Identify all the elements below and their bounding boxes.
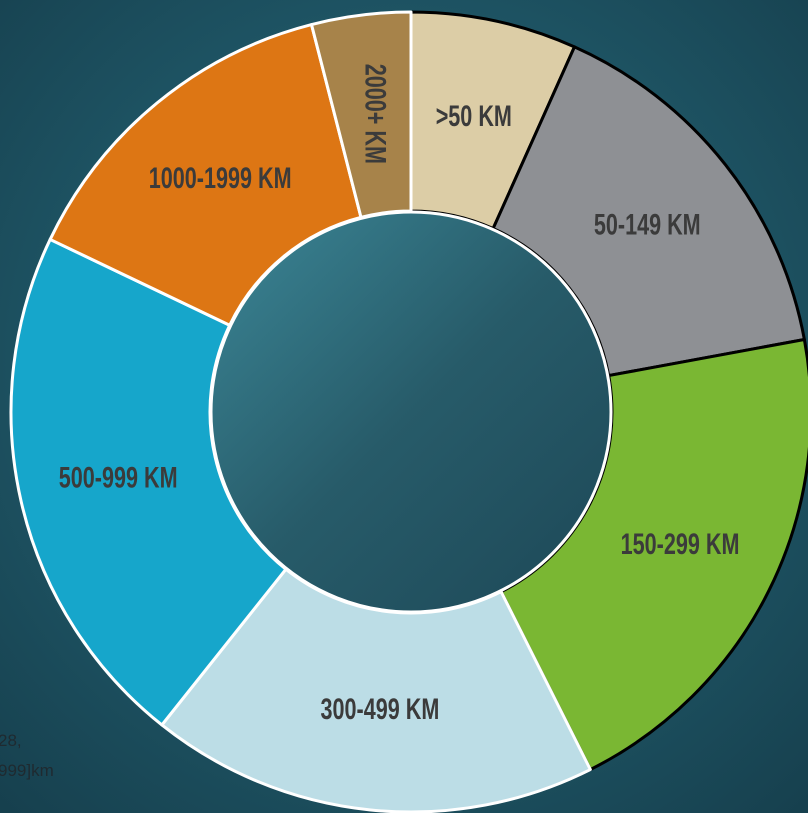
page: {"chart_data": {"type": "donut", "catego… xyxy=(0,0,808,813)
slice-label: 300-499 KM xyxy=(321,691,440,725)
donut-hole xyxy=(211,212,611,612)
slice-label: 1000-1999 KM xyxy=(149,160,292,194)
slice-label: >50 KM xyxy=(436,99,512,133)
slice-label: 50-149 KM xyxy=(594,207,701,241)
tooltip-line: 28, xyxy=(0,731,22,750)
slice-label: 150-299 KM xyxy=(621,526,740,560)
slice-label: 500-999 KM xyxy=(59,460,178,494)
tooltip-line: 999]km xyxy=(0,761,54,780)
chart: 28, 999]km >50 KM 50-149 KM 150-299 KM 300-… xyxy=(0,0,808,813)
slice-label: 2000+ KM xyxy=(359,64,393,164)
